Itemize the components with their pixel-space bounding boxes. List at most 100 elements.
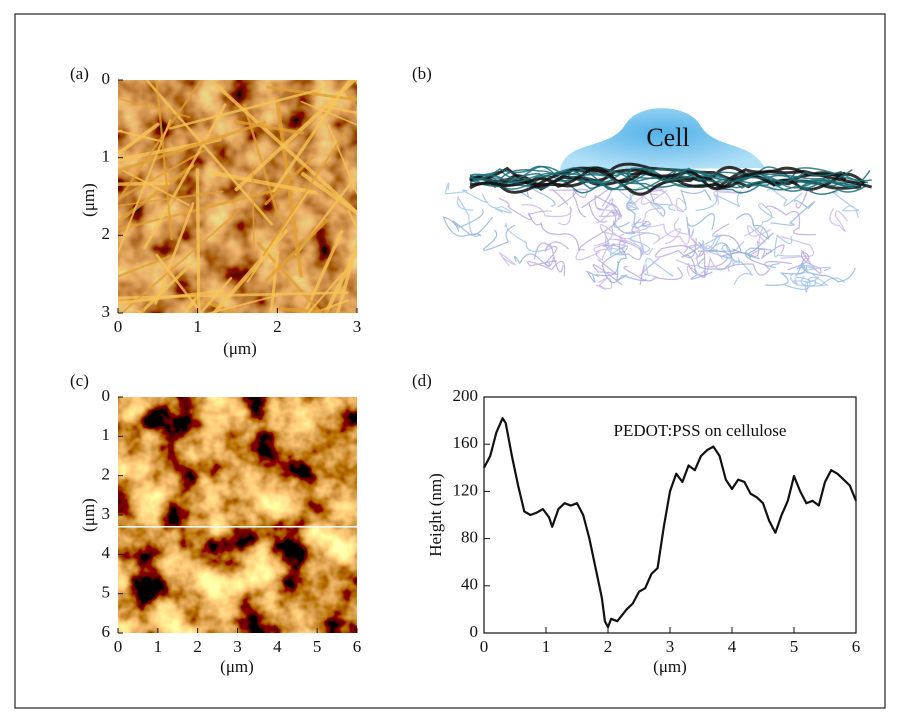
x-tick-label: 4 [728, 637, 737, 656]
fiber [118, 129, 163, 143]
fiber [138, 261, 194, 313]
cellulose-fiber [628, 228, 681, 245]
fiber [168, 86, 327, 130]
fiber [300, 100, 357, 126]
cellulose-fiber [770, 199, 815, 226]
x-tick-label: 1 [154, 637, 163, 656]
annotation: PEDOT:PSS on cellulose [614, 421, 787, 440]
fiber [233, 119, 305, 135]
x-tick-label: 2 [604, 637, 613, 656]
cellulose-fiber [695, 189, 742, 212]
fiber [251, 163, 255, 250]
cellulose-fiber [680, 189, 712, 211]
afm-image-a [0, 80, 357, 432]
fiber [118, 120, 267, 173]
cellulose-fiber [481, 193, 512, 214]
fiber [327, 124, 357, 196]
cellulose-fiber [721, 240, 745, 264]
afm-image-c [118, 397, 357, 633]
x-tick-label: 3 [233, 637, 242, 656]
panel-label: (d) [412, 371, 432, 390]
y-tick-label: 2 [102, 465, 111, 484]
fiber [155, 80, 173, 241]
cellulose-fiber [655, 238, 697, 259]
y-tick-label: 120 [453, 480, 479, 499]
pedot-fiber [469, 165, 872, 186]
fiber [246, 191, 309, 283]
fiber [146, 80, 274, 226]
fiber [354, 80, 357, 85]
panel-label: (b) [412, 64, 432, 83]
cellulose-fiber [725, 257, 754, 286]
fiber [154, 202, 195, 305]
cellulose-fiber [708, 242, 760, 260]
cellulose-fiber [640, 189, 668, 218]
fiber [120, 168, 190, 206]
fiber [272, 80, 352, 193]
fiber [0, 268, 115, 432]
cellulose-fiber [832, 190, 860, 219]
cellulose-fiber [744, 203, 775, 237]
cellulose-fiber [654, 189, 687, 213]
x-tick-label: 6 [353, 637, 362, 656]
schematic [442, 108, 873, 293]
cellulose-fiber [498, 197, 552, 221]
panel-label: (a) [70, 64, 89, 83]
cellulose-fiber [727, 261, 792, 276]
cellulose-fiber [673, 217, 724, 260]
fiber [307, 272, 344, 313]
cellulose-fiber [442, 216, 482, 237]
cell-label: Cell [646, 123, 689, 152]
fiber [118, 291, 349, 300]
x-tick-label: 5 [313, 637, 322, 656]
cellulose-fiber [784, 275, 829, 290]
y-tick-label: 3 [102, 302, 111, 321]
cellulose-fiber [521, 204, 572, 226]
cellulose-fiber [618, 189, 640, 210]
cellulose-fiber [794, 262, 819, 284]
x-tick-label: 3 [353, 317, 362, 336]
x-tick-label: 4 [273, 637, 282, 656]
cellulose-fiber [642, 216, 691, 245]
figure-border [14, 13, 886, 709]
fiber [118, 267, 123, 273]
cellulose-fiber [765, 262, 806, 286]
x-tick-label: 2 [273, 317, 282, 336]
x-tick-label: 3 [666, 637, 675, 656]
cellulose-fiber [746, 225, 772, 245]
x-tick-label: 0 [114, 317, 123, 336]
x-axis-label: (μm) [223, 339, 257, 358]
pedot-fiber [469, 166, 873, 191]
fiber [256, 241, 324, 313]
cellulose-fiber [829, 207, 848, 232]
cellulose-fiber [482, 224, 516, 251]
y-axis-label: (μm) [79, 183, 98, 217]
y-tick-label: 2 [102, 224, 111, 243]
cellulose-fiber [774, 234, 801, 258]
fiber [118, 184, 293, 231]
cellulose-fiber [513, 253, 550, 267]
x-tick-label: 0 [480, 637, 489, 656]
cellulose-fiber [595, 277, 613, 290]
cellulose-fiber [456, 196, 481, 237]
cellulose-fiber [592, 258, 623, 286]
cellulose-fiber [744, 247, 780, 269]
fiber [265, 85, 357, 102]
fiber [264, 218, 329, 282]
cellulose-fiber [625, 220, 654, 255]
data-line [483, 417, 858, 629]
fiber [155, 253, 203, 313]
cellulose-fiber [801, 257, 856, 283]
cellulose-fiber [594, 194, 622, 217]
cellulose-fiber [787, 249, 822, 274]
y-tick-label: 6 [102, 622, 111, 641]
cellulose-fiber [735, 213, 770, 240]
fiber [199, 276, 233, 313]
cellulose-fiber [649, 201, 676, 217]
fiber [211, 228, 289, 313]
cellulose-fiber [579, 211, 618, 251]
fiber [269, 250, 280, 313]
cellulose-fiber [544, 245, 564, 273]
cellulose-fiber [452, 209, 493, 236]
